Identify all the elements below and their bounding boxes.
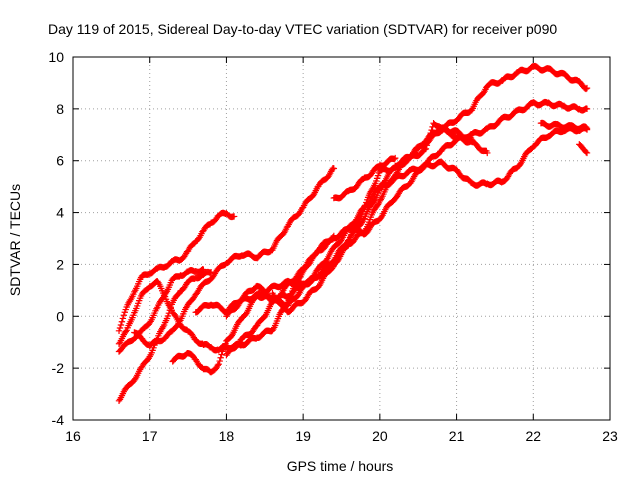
data-point <box>392 154 399 162</box>
y-tick-label: 8 <box>56 101 64 117</box>
data-point <box>230 213 238 220</box>
series-track-4 <box>115 268 215 405</box>
data-point <box>243 310 250 317</box>
x-tick-label: 17 <box>142 428 158 444</box>
x-tick-label: 19 <box>295 428 311 444</box>
data-point <box>582 123 590 131</box>
data-point <box>391 155 398 163</box>
data-point <box>214 362 221 369</box>
data-point <box>164 312 172 320</box>
series-track-11 <box>330 154 399 202</box>
data-point <box>361 204 368 212</box>
data-point <box>582 148 590 156</box>
series-track-9 <box>223 98 591 359</box>
chart-title: Day 119 of 2015, Sidereal Day-to-day VTE… <box>48 21 557 37</box>
data-point <box>428 126 435 134</box>
data-point <box>118 318 126 325</box>
data-point <box>362 202 369 209</box>
y-axis-label: SDTVAR / TECUs <box>7 184 23 296</box>
data-point <box>166 307 174 314</box>
data-point <box>425 135 432 143</box>
data-point <box>122 328 129 335</box>
tick-labels: 16 17 18 19 20 21 22 23 -4 -2 0 2 4 6 8 10 <box>48 49 618 444</box>
y-tick-label: 2 <box>56 256 64 272</box>
data-point <box>228 332 236 339</box>
data-point <box>583 125 591 132</box>
data-point <box>216 357 223 365</box>
y-tick-label: 4 <box>56 205 64 221</box>
data-point <box>117 321 125 329</box>
data-point <box>583 149 591 157</box>
x-tick-label: 21 <box>449 428 465 444</box>
data-point <box>120 312 128 319</box>
series-track-5 <box>131 165 338 350</box>
data-point <box>484 149 491 157</box>
data-point <box>583 105 591 113</box>
y-tick-label: 10 <box>48 49 64 65</box>
data-point <box>480 89 487 96</box>
y-tick-label: -4 <box>52 412 65 428</box>
grid <box>73 57 610 420</box>
data-point <box>427 129 434 137</box>
data-point <box>115 340 123 347</box>
data-point <box>115 327 123 335</box>
x-axis-label: GPS time / hours <box>287 458 394 474</box>
data-point <box>195 235 202 242</box>
data-point <box>582 85 590 93</box>
data-point <box>153 305 160 312</box>
data-point <box>160 292 168 299</box>
data-point <box>218 351 225 358</box>
data-point <box>373 175 381 182</box>
data-point <box>426 132 433 140</box>
data-point <box>222 340 229 347</box>
data-point <box>165 310 173 317</box>
series-track-12 <box>537 119 591 133</box>
data-point <box>423 142 431 149</box>
data-point <box>219 348 226 355</box>
data-point <box>381 178 388 186</box>
data-points <box>115 62 591 405</box>
data-point <box>217 354 224 361</box>
data-point <box>345 237 352 245</box>
data-point <box>468 136 476 144</box>
data-point <box>424 138 432 146</box>
data-point <box>182 304 190 311</box>
x-tick-label: 22 <box>525 428 541 444</box>
data-point <box>167 304 175 311</box>
x-tick-label: 23 <box>602 428 618 444</box>
x-tick-label: 16 <box>65 428 81 444</box>
data-point <box>119 315 127 322</box>
data-point <box>330 165 338 172</box>
data-point <box>262 312 269 320</box>
data-point <box>116 324 124 332</box>
data-point <box>374 201 382 208</box>
data-point <box>215 361 222 368</box>
data-point <box>176 318 183 326</box>
data-point <box>422 145 430 153</box>
data-point <box>374 172 382 179</box>
y-tick-label: 0 <box>56 308 64 324</box>
data-point <box>115 397 123 405</box>
series-track-1 <box>115 209 238 335</box>
series-track-13 <box>576 141 591 157</box>
x-tick-label: 20 <box>372 428 388 444</box>
y-tick-label: -2 <box>52 360 65 376</box>
plot-frame <box>72 56 611 421</box>
y-tick-label: 6 <box>56 153 64 169</box>
x-tick-label: 18 <box>219 428 235 444</box>
data-point <box>360 206 367 213</box>
data-point <box>583 84 591 92</box>
data-point <box>355 216 363 223</box>
data-point <box>174 321 181 329</box>
